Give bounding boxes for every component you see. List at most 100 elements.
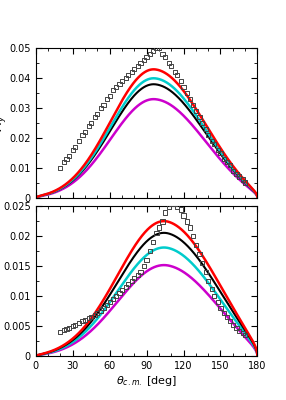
Point: [62, 327, 66, 334]
Y-axis label: $A_y$: $A_y$: [0, 114, 8, 131]
Point: [132, 275, 136, 282]
Point: [120, 78, 124, 84]
X-axis label: $\theta_{c.m.}$ [deg]: $\theta_{c.m.}$ [deg]: [116, 374, 177, 388]
Point: [107, 93, 112, 99]
Point: [157, 224, 161, 231]
Point: [166, 203, 171, 210]
Point: [163, 209, 167, 216]
Point: [70, 146, 75, 153]
Point: [89, 314, 94, 320]
Point: [200, 260, 204, 266]
Point: [144, 257, 149, 264]
Point: [173, 200, 177, 207]
Point: [154, 45, 159, 51]
Point: [101, 102, 106, 108]
Point: [80, 318, 85, 324]
Point: [105, 302, 110, 308]
Point: [191, 233, 196, 240]
Point: [179, 206, 183, 213]
Point: [95, 310, 100, 316]
Point: [243, 332, 247, 338]
Point: [212, 140, 217, 147]
Point: [228, 318, 233, 324]
Point: [62, 158, 66, 165]
Point: [80, 132, 85, 138]
Point: [194, 242, 198, 248]
Point: [77, 320, 81, 326]
Point: [154, 230, 159, 236]
Point: [120, 287, 124, 294]
Point: [216, 146, 220, 153]
Point: [144, 54, 149, 60]
Point: [136, 272, 140, 278]
Point: [224, 158, 229, 165]
Point: [218, 150, 223, 156]
Point: [173, 69, 177, 75]
Point: [58, 329, 63, 335]
Point: [58, 164, 63, 171]
Point: [185, 218, 190, 225]
Point: [86, 122, 91, 129]
Point: [222, 156, 227, 162]
Point: [234, 170, 239, 177]
Point: [105, 96, 110, 102]
Point: [231, 322, 235, 328]
Point: [169, 200, 174, 207]
Point: [136, 63, 140, 69]
Point: [160, 51, 165, 57]
Point: [243, 179, 247, 186]
Point: [67, 152, 71, 159]
Point: [181, 84, 186, 90]
Point: [169, 63, 174, 69]
Point: [126, 72, 130, 78]
Point: [93, 312, 97, 318]
Point: [237, 328, 241, 334]
Point: [194, 108, 198, 114]
Point: [200, 120, 204, 126]
Point: [191, 102, 196, 108]
Point: [197, 114, 202, 120]
Point: [224, 314, 229, 320]
Point: [132, 66, 136, 72]
Point: [148, 51, 152, 57]
Point: [64, 156, 69, 162]
Point: [142, 57, 146, 63]
Point: [175, 203, 180, 210]
Point: [138, 269, 143, 276]
Point: [130, 278, 134, 284]
Point: [73, 322, 78, 328]
Point: [101, 305, 106, 311]
Point: [70, 323, 75, 329]
Point: [111, 87, 116, 93]
Point: [114, 84, 118, 90]
Point: [237, 173, 241, 180]
Point: [228, 162, 233, 168]
Point: [89, 120, 94, 126]
Point: [160, 218, 165, 225]
Point: [83, 317, 87, 323]
Point: [111, 296, 116, 302]
Point: [150, 48, 155, 54]
Point: [187, 96, 192, 102]
Point: [181, 212, 186, 219]
Point: [163, 54, 167, 60]
Point: [138, 60, 143, 66]
Point: [206, 132, 210, 138]
Point: [148, 248, 152, 254]
Point: [150, 239, 155, 246]
Point: [117, 290, 122, 296]
Point: [77, 138, 81, 144]
Point: [210, 138, 214, 144]
Point: [95, 110, 100, 117]
Point: [123, 284, 128, 290]
Point: [73, 144, 78, 150]
Point: [67, 325, 71, 331]
Point: [240, 176, 245, 183]
Point: [107, 299, 112, 305]
Point: [126, 281, 130, 288]
Point: [206, 278, 210, 284]
Point: [222, 310, 227, 316]
Point: [114, 293, 118, 299]
Point: [99, 307, 103, 314]
Point: [216, 299, 220, 305]
